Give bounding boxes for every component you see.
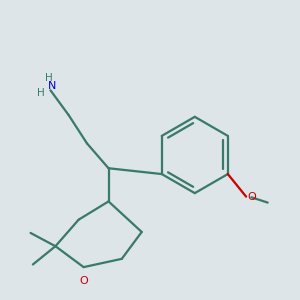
Text: O: O — [79, 276, 88, 286]
Text: H: H — [45, 73, 53, 83]
Text: H: H — [37, 88, 44, 98]
Text: O: O — [248, 192, 256, 202]
Text: N: N — [48, 81, 56, 91]
